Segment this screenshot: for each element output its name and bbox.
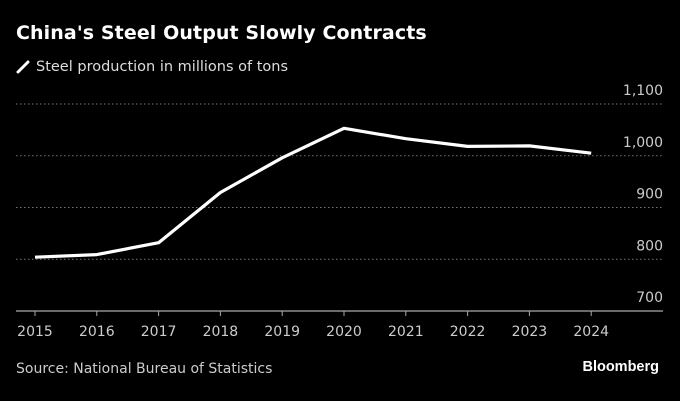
y-tick-label: 900 bbox=[636, 187, 663, 203]
source-note: Source: National Bureau of Statistics bbox=[16, 361, 273, 377]
y-tick-label: 700 bbox=[636, 290, 663, 306]
x-tick-label: 2015 bbox=[17, 324, 53, 340]
y-tick-label: 1,000 bbox=[623, 135, 663, 151]
x-tick-label: 2022 bbox=[450, 324, 486, 340]
y-axis-labels: 700 800 900 1,000 1,100 bbox=[623, 83, 663, 306]
x-tick-label: 2017 bbox=[141, 324, 177, 340]
x-tick-label: 2019 bbox=[264, 324, 300, 340]
y-tick-label: 1,100 bbox=[623, 83, 663, 99]
x-tick-label: 2024 bbox=[573, 324, 609, 340]
series-line bbox=[34, 126, 592, 259]
series bbox=[34, 126, 592, 259]
gridlines bbox=[16, 103, 663, 260]
x-axis bbox=[16, 310, 663, 316]
x-tick-label: 2023 bbox=[512, 324, 548, 340]
bloomberg-logo: Bloomberg bbox=[582, 359, 659, 375]
x-tick-label: 2021 bbox=[388, 324, 424, 340]
y-tick-label: 800 bbox=[636, 238, 663, 254]
legend-label: Steel production in millions of tons bbox=[36, 59, 289, 75]
legend-line-icon bbox=[16, 60, 30, 74]
chart-title: China's Steel Output Slowly Contracts bbox=[16, 22, 427, 44]
legend: Steel production in millions of tons bbox=[16, 59, 288, 75]
x-tick-label: 2018 bbox=[203, 324, 239, 340]
x-tick-label: 2016 bbox=[79, 324, 115, 340]
x-tick-label: 2020 bbox=[326, 324, 362, 340]
x-axis-labels: 2015 2016 2017 2018 2019 2020 2021 2022 2023 2024 bbox=[17, 324, 609, 340]
